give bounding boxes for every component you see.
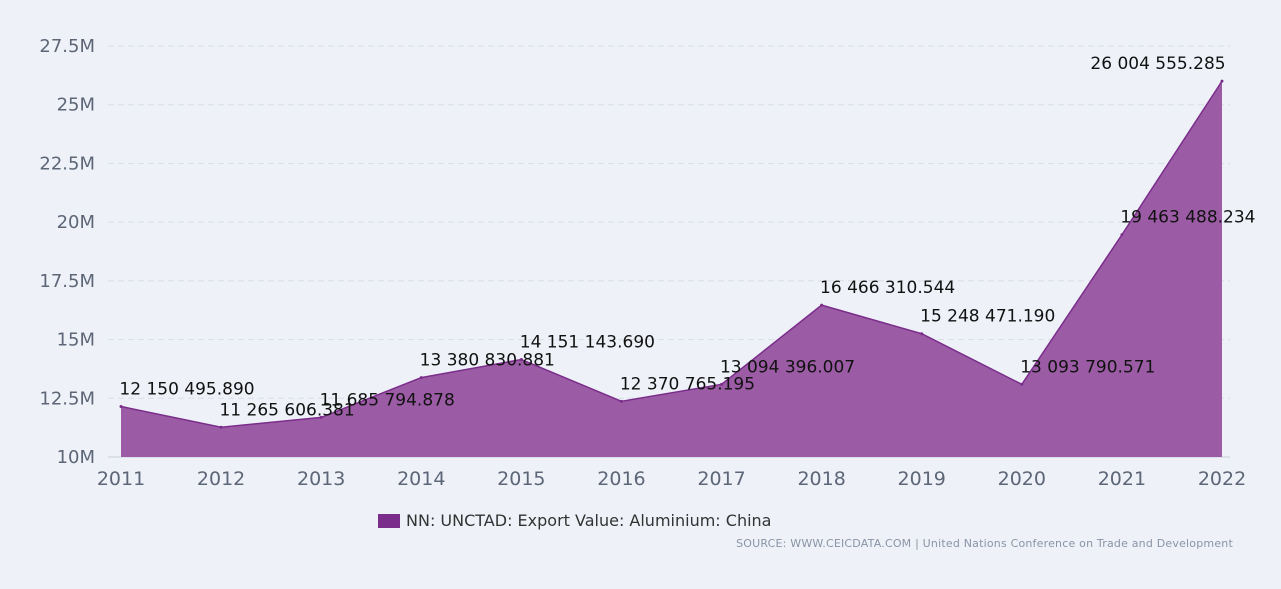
data-point bbox=[119, 404, 123, 408]
x-tick-label: 2011 bbox=[97, 468, 145, 490]
x-tick-label: 2016 bbox=[597, 468, 645, 490]
data-label: 13 093 790.571 bbox=[1020, 357, 1155, 377]
legend[interactable]: NN: UNCTAD: Export Value: Aluminium: Chi… bbox=[378, 511, 771, 530]
data-label: 12 370 765.195 bbox=[620, 374, 755, 394]
x-tick-label: 2020 bbox=[998, 468, 1046, 490]
data-label: 15 248 471.190 bbox=[920, 307, 1055, 327]
area-series bbox=[119, 79, 1224, 458]
data-point bbox=[519, 358, 523, 362]
data-point bbox=[1120, 233, 1124, 237]
data-label: 26 004 555.285 bbox=[1090, 54, 1225, 74]
y-tick-label: 27.5M bbox=[39, 36, 95, 57]
source-note: SOURCE: WWW.CEICDATA.COM | United Nation… bbox=[736, 537, 1233, 550]
y-tick-label: 17.5M bbox=[39, 271, 95, 292]
data-label: 19 463 488.234 bbox=[1120, 208, 1255, 228]
x-axis-ticks: 2011 2012 2013 2014 2015 2016 2017 2018 2019 2020… bbox=[97, 468, 1246, 490]
data-label: 12 150 495.890 bbox=[119, 379, 254, 399]
legend-label: NN: UNCTAD: Export Value: Aluminium: Chi… bbox=[406, 511, 772, 530]
y-tick-label: 20M bbox=[57, 212, 95, 233]
data-point bbox=[720, 382, 724, 386]
y-tick-label: 12.5M bbox=[39, 388, 95, 409]
y-axis-ticks: 10M 12.5M 15M 17.5M 20M 22.5M 25M 27.5M bbox=[39, 36, 95, 468]
data-point bbox=[619, 399, 623, 403]
data-point bbox=[920, 332, 924, 336]
x-tick-label: 2017 bbox=[697, 468, 745, 490]
x-tick-label: 2018 bbox=[797, 468, 845, 490]
legend-swatch bbox=[378, 513, 400, 528]
area-fill bbox=[121, 81, 1222, 458]
y-tick-label: 10M bbox=[57, 447, 95, 468]
x-tick-label: 2015 bbox=[497, 468, 545, 490]
x-tick-label: 2022 bbox=[1198, 468, 1246, 490]
y-tick-label: 22.5M bbox=[39, 153, 95, 174]
data-label: 14 151 143.690 bbox=[520, 333, 655, 353]
x-tick-label: 2021 bbox=[1098, 468, 1146, 490]
area-line bbox=[120, 80, 1223, 429]
data-point bbox=[820, 303, 824, 307]
data-label: 13 094 396.007 bbox=[720, 357, 855, 377]
y-tick-label: 25M bbox=[57, 95, 95, 116]
data-label: 11 265 606.381 bbox=[219, 400, 354, 420]
data-point bbox=[319, 415, 323, 419]
x-tick-label: 2013 bbox=[297, 468, 345, 490]
x-tick-label: 2019 bbox=[898, 468, 946, 490]
data-label: 11 685 794.878 bbox=[320, 390, 455, 410]
data-label: 13 380 830.881 bbox=[420, 351, 555, 371]
data-label: 16 466 310.544 bbox=[820, 278, 955, 298]
data-point bbox=[1020, 382, 1024, 386]
data-point bbox=[219, 425, 223, 429]
x-tick-label: 2014 bbox=[397, 468, 445, 490]
y-tick-label: 15M bbox=[57, 330, 95, 351]
x-tick-label: 2012 bbox=[197, 468, 245, 490]
data-point bbox=[1220, 79, 1224, 83]
data-point bbox=[419, 376, 423, 380]
